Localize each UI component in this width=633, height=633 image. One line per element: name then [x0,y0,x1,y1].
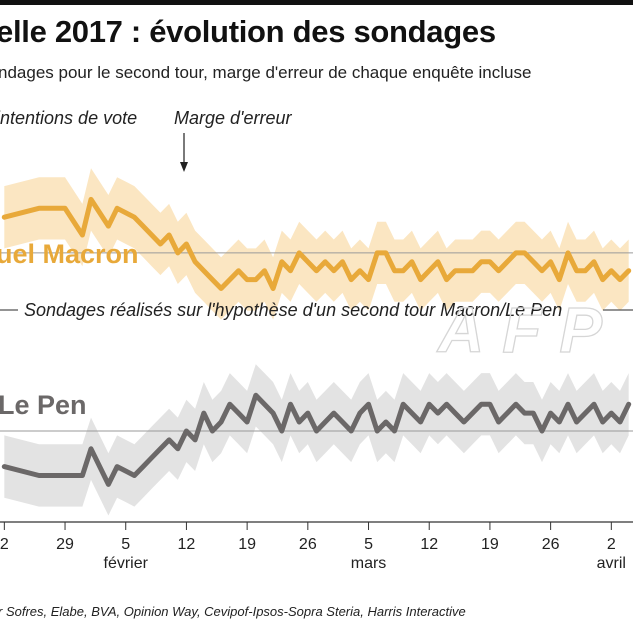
x-tick-label: 12 [178,536,196,553]
afp-watermark: AFP [436,294,620,366]
margin-of-error-label: Marge d'erreur [174,108,292,128]
margin-band-le-pen [4,364,629,516]
x-tick-label: 26 [542,536,560,553]
x-tick-label: 19 [238,536,256,553]
x-tick-label: 2 [0,536,9,553]
margin-band-macron [4,168,629,320]
chart-subtitle: ndages pour le second tour, marge d'erre… [0,63,532,82]
x-tick-label: 26 [299,536,317,553]
x-month-label: février [104,555,149,572]
x-month-label: avril [597,555,626,572]
series-label-le-pen: Le Pen [0,390,87,420]
margin-arrow-head [180,162,188,172]
x-tick-label: 29 [56,536,74,553]
source-note: r Sofres, Elabe, BVA, Opinion Way, Cevip… [0,604,466,619]
hypothesis-note: Sondages réalisés sur l'hypothèse d'un s… [24,300,562,320]
y-axis-label: intentions de vote [0,108,137,128]
x-month-label: mars [351,555,387,572]
top-rule [0,0,633,5]
x-tick-label: 5 [364,536,373,553]
chart-title: elle 2017 : évolution des sondages [0,14,496,49]
x-tick-label: 5 [121,536,130,553]
x-tick-label: 19 [481,536,499,553]
series-label-macron: uel Macron [0,239,139,269]
x-tick-label: 2 [607,536,616,553]
x-tick-label: 12 [420,536,438,553]
